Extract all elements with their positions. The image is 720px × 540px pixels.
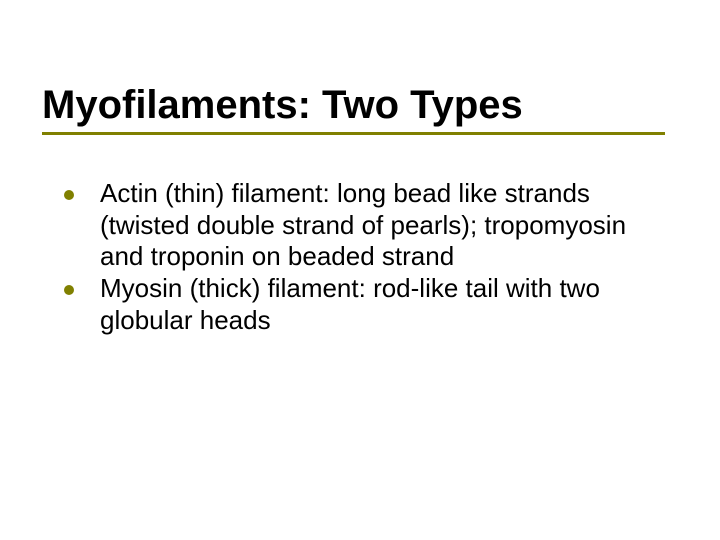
body-block: Actin (thin) filament: long bead like st… [56, 178, 664, 337]
title-underline [42, 132, 665, 135]
slide: Myofilaments: Two Types Actin (thin) fil… [0, 0, 720, 540]
title-block: Myofilaments: Two Types [42, 82, 678, 135]
bullet-icon [64, 190, 74, 200]
bullet-text: Actin (thin) filament: long bead like st… [100, 178, 664, 273]
bullet-text: Myosin (thick) filament: rod-like tail w… [100, 273, 664, 336]
list-item: Myosin (thick) filament: rod-like tail w… [56, 273, 664, 336]
list-item: Actin (thin) filament: long bead like st… [56, 178, 664, 273]
slide-title: Myofilaments: Two Types [42, 82, 678, 128]
bullet-icon [64, 285, 74, 295]
